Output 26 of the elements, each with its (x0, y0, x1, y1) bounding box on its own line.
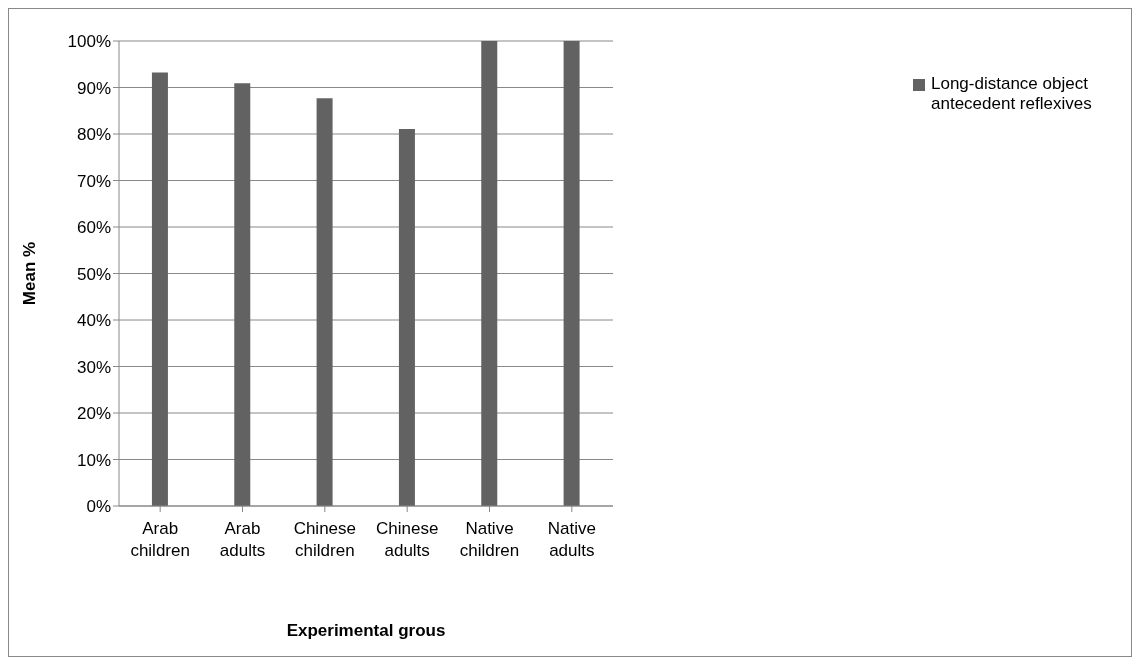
y-tick-label: 20% (76, 404, 111, 424)
x-tick-label: Chinese children (293, 519, 357, 560)
y-tick-label: 90% (76, 78, 111, 98)
y-tick-label: 80% (76, 125, 111, 145)
x-tick-label: Arab children (130, 519, 190, 560)
bar (316, 98, 333, 506)
y-tick-label: 70% (76, 171, 111, 191)
y-tick-label: 30% (76, 357, 111, 377)
x-axis-title: Experimental grous (286, 621, 446, 640)
bar (481, 41, 498, 506)
y-axis-title: Mean % (20, 241, 40, 306)
bar (234, 83, 251, 506)
x-tick-label: Arab adults (219, 519, 266, 560)
y-tick-label: 100% (67, 32, 111, 52)
y-tick-label: 0% (86, 497, 111, 517)
bar (151, 72, 168, 506)
y-tick-label: 10% (76, 450, 111, 470)
bar (398, 128, 415, 506)
legend-label: Long-distance object antecedent reflexives (931, 74, 1093, 114)
y-tick-label: 60% (76, 218, 111, 238)
y-tick-label: 50% (76, 264, 111, 284)
x-tick-label: Chinese adults (375, 519, 439, 560)
x-tick-label: Native children (459, 519, 520, 560)
y-tick-label: 40% (76, 311, 111, 331)
bar (563, 41, 580, 506)
x-tick-label: Native adults (547, 519, 596, 560)
